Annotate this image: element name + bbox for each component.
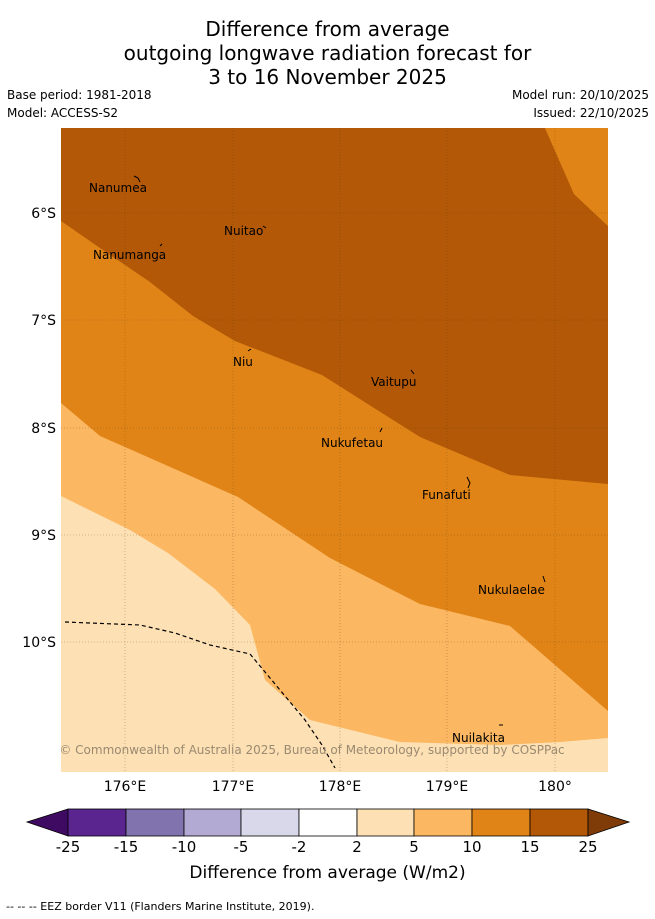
place-niu: Niu — [233, 355, 253, 369]
colorbar-tick: -5 — [233, 838, 249, 856]
lat-tick-7s: 7°S — [31, 313, 56, 329]
base-period: Base period: 1981-2018 — [7, 88, 152, 102]
colorbar-seg-7 — [413, 808, 473, 837]
colorbar-tick: 2 — [352, 838, 362, 856]
lon-tick-179e: 179°E — [426, 779, 469, 795]
colorbar-tick: 5 — [409, 838, 419, 856]
colorbar-tick: 10 — [462, 838, 482, 856]
colorbar-tick: -15 — [113, 838, 139, 856]
place-nukufetau: Nukufetau — [321, 436, 383, 450]
colorbar-seg-9 — [529, 808, 589, 837]
band-15-25 — [61, 128, 608, 484]
island-marks — [133, 175, 546, 726]
lon-tick-176e: 176°E — [104, 779, 147, 795]
lat-tick-10s: 10°S — [22, 635, 56, 651]
colorbar-seg-5 — [298, 808, 358, 837]
colorbar-high-arrow — [587, 808, 631, 837]
issued-date: Issued: 22/10/2025 — [533, 106, 649, 120]
colorbar-title: Difference from average (W/m2) — [189, 863, 466, 883]
place-funafuti: Funafuti — [422, 488, 471, 502]
colorbar-seg-8 — [471, 808, 531, 837]
lon-tick-178e: 178°E — [319, 779, 362, 795]
eez-border — [64, 621, 336, 769]
copyright-text: © Commonwealth of Australia 2025, Bureau… — [59, 743, 564, 757]
place-nuitao: Nuitao — [224, 224, 263, 238]
place-nanumea: Nanumea — [89, 181, 147, 195]
place-nuilakita: Nuilakita — [452, 731, 505, 745]
colorbar — [25, 808, 631, 837]
band-15-25-ne-gap — [545, 128, 608, 226]
band-2-5 — [61, 496, 608, 772]
colorbar-low-arrow — [25, 808, 69, 837]
title-line-1: Difference from average — [205, 17, 450, 41]
graticule — [61, 128, 608, 772]
title-line-2: outgoing longwave radiation forecast for — [123, 41, 532, 65]
lon-axis-labels: 176°E 177°E 178°E 179°E 180° — [104, 779, 572, 795]
colorbar-tick: -2 — [291, 838, 307, 856]
lat-tick-9s: 9°S — [31, 528, 56, 544]
lon-tick-180: 180° — [538, 779, 572, 795]
band-2-5-south — [61, 563, 608, 772]
title-line-3: 3 to 16 November 2025 — [208, 65, 447, 89]
colorbar-seg-4 — [240, 808, 300, 837]
model-name: Model: ACCESS-S2 — [7, 106, 119, 120]
place-nukulaelae: Nukulaelae — [478, 583, 545, 597]
eez-footnote: -- -- -- EEZ border V11 (Flanders Marine… — [6, 900, 315, 913]
colorbar-seg-3 — [183, 808, 242, 837]
model-run: Model run: 20/10/2025 — [511, 88, 649, 102]
colorbar-seg-2 — [125, 808, 185, 837]
colorbar-tick: -25 — [55, 838, 81, 856]
lat-axis-labels: 6°S 7°S 8°S 9°S 10°S — [22, 206, 56, 651]
colorbar-tick: 15 — [520, 838, 540, 856]
lat-tick-6s: 6°S — [31, 206, 56, 222]
place-labels: Nanumea Nuitao Nanumanga Niu Vaitupu Nuk… — [89, 181, 545, 745]
colorbar-tick: -10 — [171, 838, 197, 856]
map-fill — [61, 128, 608, 772]
place-vaitupu: Vaitupu — [371, 375, 417, 389]
place-nanumanga: Nanumanga — [93, 248, 166, 262]
colorbar-seg-6 — [356, 808, 415, 837]
lat-tick-8s: 8°S — [31, 421, 56, 437]
lon-tick-177e: 177°E — [212, 779, 255, 795]
colorbar-tick: 25 — [578, 838, 598, 856]
colorbar-seg-1 — [67, 808, 127, 837]
